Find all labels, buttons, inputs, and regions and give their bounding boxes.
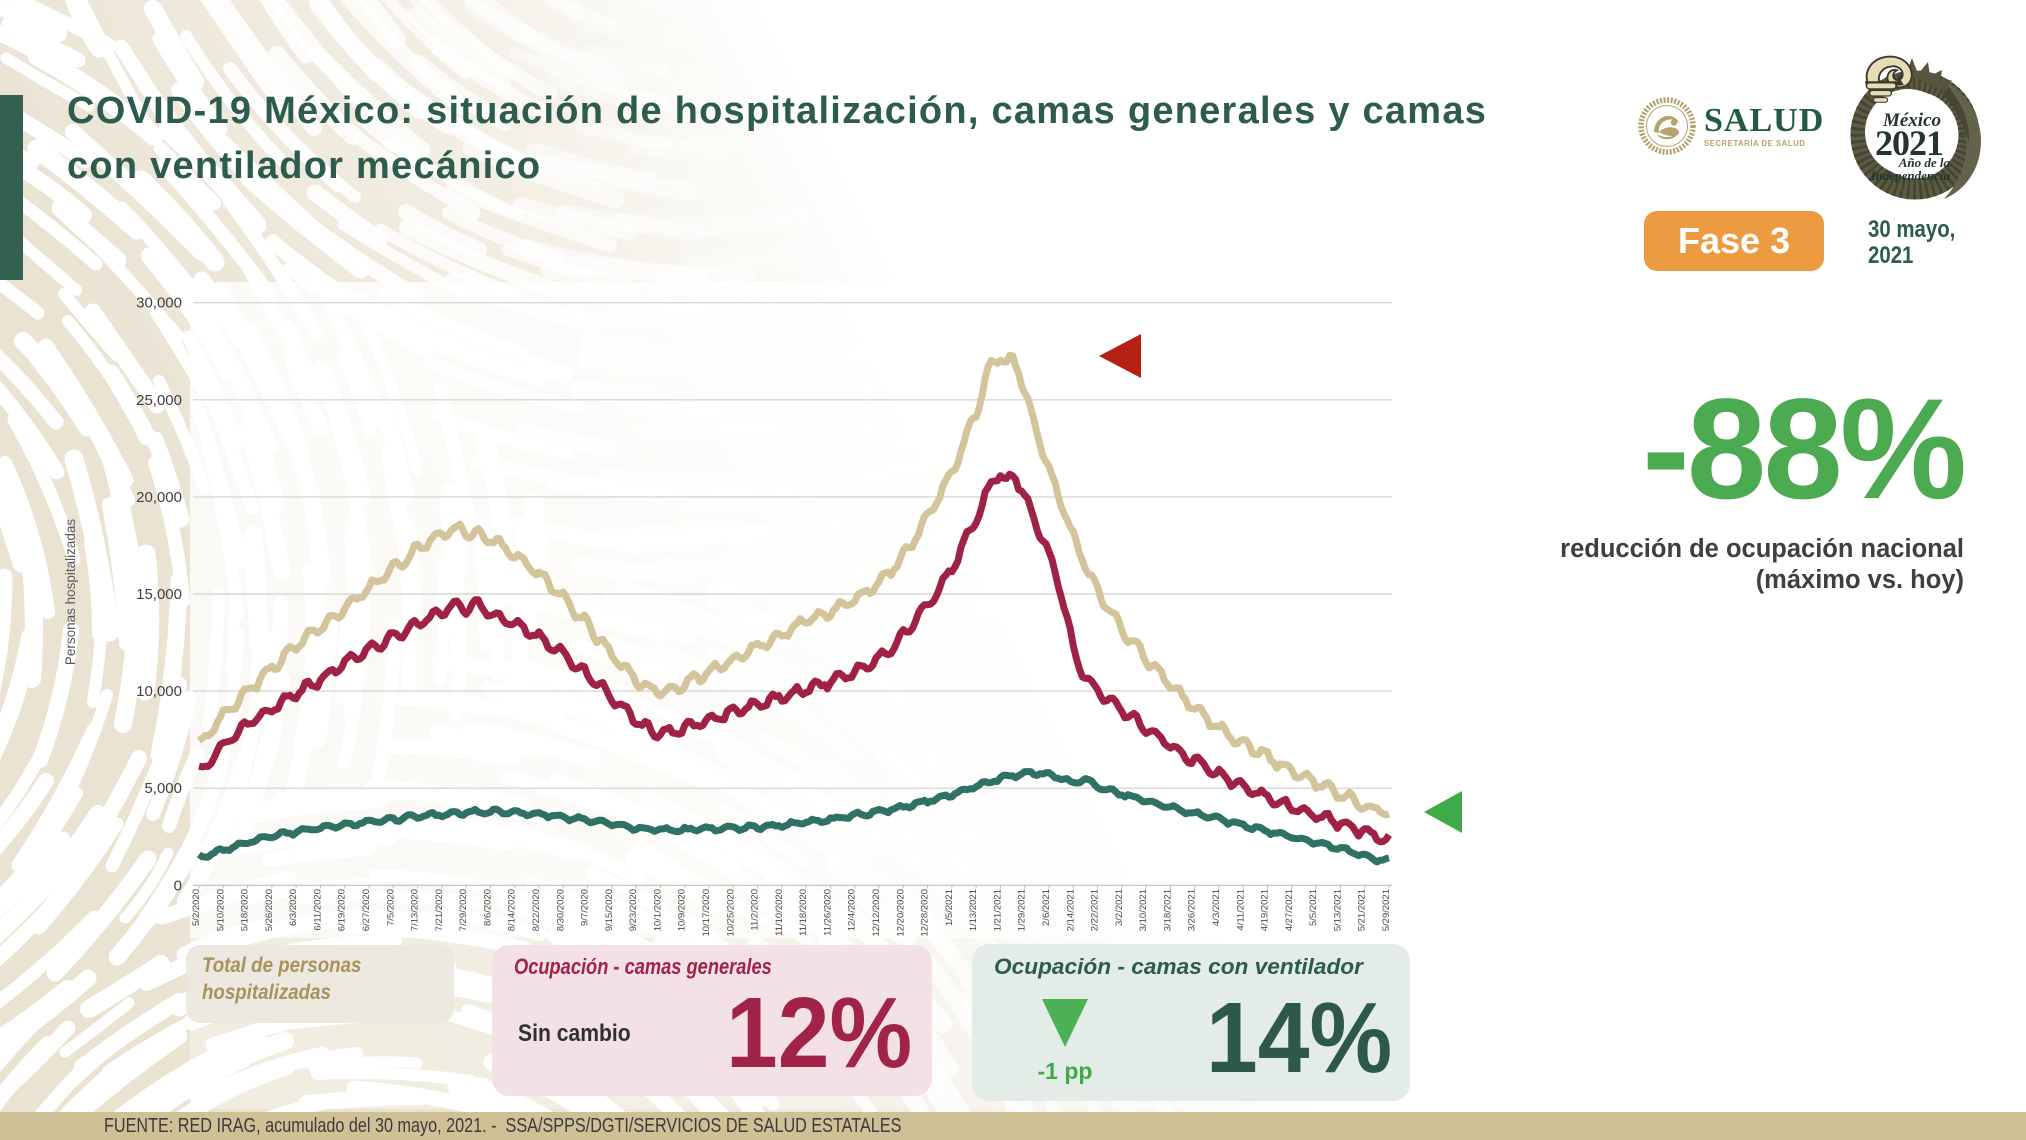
svg-text:12/28/2020: 12/28/2020 (920, 889, 931, 937)
svg-text:2021: 2021 (1875, 123, 1943, 163)
svg-text:4/11/2021: 4/11/2021 (1235, 889, 1246, 931)
svg-text:7/13/2020: 7/13/2020 (410, 889, 421, 931)
svg-text:7/29/2020: 7/29/2020 (458, 889, 469, 931)
svg-text:9/7/2020: 9/7/2020 (580, 889, 591, 926)
svg-text:6/3/2020: 6/3/2020 (288, 889, 299, 926)
svg-text:SECRETARÍA DE SALUD: SECRETARÍA DE SALUD (1704, 139, 1805, 148)
svg-text:30,000: 30,000 (136, 295, 182, 312)
svg-text:11/10/2020: 11/10/2020 (774, 889, 785, 936)
svg-text:México: México (1882, 110, 1941, 131)
svg-text:5/26/2020: 5/26/2020 (264, 889, 275, 931)
svg-text:Año de la: Año de la (1898, 155, 1951, 170)
svg-text:6/11/2020: 6/11/2020 (312, 889, 323, 931)
svg-text:3/18/2021: 3/18/2021 (1162, 889, 1173, 931)
svg-text:12/20/2020: 12/20/2020 (895, 889, 906, 937)
svg-text:11/18/2020: 11/18/2020 (798, 889, 809, 936)
svg-text:8/14/2020: 8/14/2020 (507, 889, 518, 931)
svg-text:5/10/2020: 5/10/2020 (215, 889, 226, 931)
svg-text:Personas hospitalizadas: Personas hospitalizadas (63, 519, 78, 666)
svg-text:5,000: 5,000 (144, 780, 182, 797)
svg-text:4/27/2021: 4/27/2021 (1284, 889, 1295, 931)
svg-text:9/23/2020: 9/23/2020 (628, 889, 639, 931)
svg-text:2/6/2021: 2/6/2021 (1041, 889, 1052, 926)
svg-text:12/4/2020: 12/4/2020 (847, 889, 858, 931)
svg-text:10/9/2020: 10/9/2020 (677, 889, 688, 931)
svg-text:5/13/2021: 5/13/2021 (1332, 889, 1343, 931)
svg-text:2/14/2021: 2/14/2021 (1065, 889, 1076, 931)
svg-text:5/21/2021: 5/21/2021 (1357, 889, 1368, 931)
svg-text:5/18/2020: 5/18/2020 (240, 889, 251, 931)
svg-text:7/21/2020: 7/21/2020 (434, 889, 445, 931)
svg-text:10/17/2020: 10/17/2020 (701, 889, 712, 937)
svg-text:7/5/2020: 7/5/2020 (385, 889, 396, 926)
svg-text:5/29/2021: 5/29/2021 (1381, 889, 1392, 931)
svg-text:15,000: 15,000 (136, 586, 182, 603)
svg-text:2/22/2021: 2/22/2021 (1090, 889, 1101, 931)
svg-text:0: 0 (174, 877, 182, 894)
svg-text:6/19/2020: 6/19/2020 (337, 889, 348, 931)
svg-text:12/12/2020: 12/12/2020 (871, 889, 882, 937)
svg-text:1/21/2021: 1/21/2021 (992, 889, 1003, 931)
svg-text:25,000: 25,000 (136, 392, 182, 409)
svg-text:9/15/2020: 9/15/2020 (604, 889, 615, 931)
svg-text:11/26/2020: 11/26/2020 (822, 889, 833, 936)
svg-text:11/2/2020: 11/2/2020 (750, 889, 761, 931)
svg-text:1/13/2021: 1/13/2021 (968, 889, 979, 931)
svg-text:4/19/2021: 4/19/2021 (1260, 889, 1271, 931)
svg-text:1/5/2021: 1/5/2021 (944, 889, 955, 926)
svg-text:8/22/2020: 8/22/2020 (531, 889, 542, 931)
svg-text:5/5/2021: 5/5/2021 (1308, 889, 1319, 926)
svg-text:3/26/2021: 3/26/2021 (1187, 889, 1198, 931)
svg-text:10/25/2020: 10/25/2020 (725, 889, 736, 937)
svg-text:4/3/2021: 4/3/2021 (1211, 889, 1222, 926)
svg-text:10,000: 10,000 (136, 683, 182, 700)
svg-text:20,000: 20,000 (136, 489, 182, 506)
svg-text:1/29/2021: 1/29/2021 (1017, 889, 1028, 931)
svg-text:SALUD: SALUD (1704, 102, 1824, 139)
svg-text:3/10/2021: 3/10/2021 (1138, 889, 1149, 931)
svg-text:6/27/2020: 6/27/2020 (361, 889, 372, 931)
svg-text:10/1/2020: 10/1/2020 (652, 889, 663, 931)
svg-text:3/2/2021: 3/2/2021 (1114, 889, 1125, 926)
svg-text:8/6/2020: 8/6/2020 (482, 889, 493, 926)
svg-text:Independencia: Independencia (1870, 168, 1951, 183)
svg-text:8/30/2020: 8/30/2020 (555, 889, 566, 931)
svg-text:5/2/2020: 5/2/2020 (191, 889, 202, 926)
